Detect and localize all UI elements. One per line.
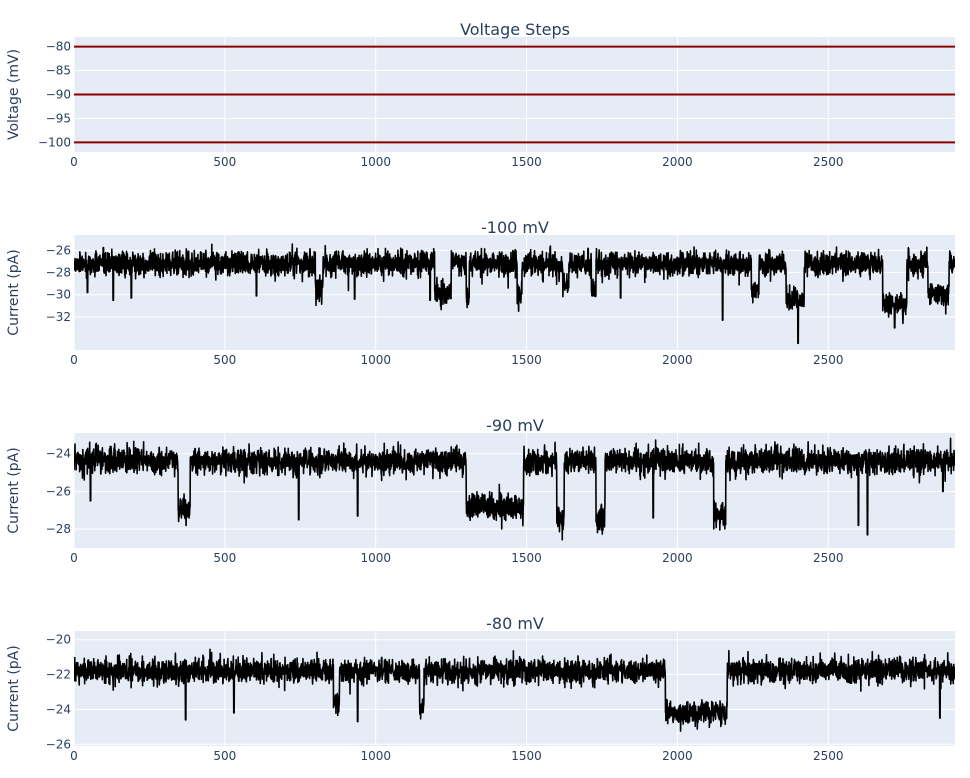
- x-tick-label: 2500: [813, 155, 844, 169]
- y-tick-label: −80: [46, 40, 71, 54]
- y-tick-label: −22: [46, 668, 71, 682]
- x-tick-label: 2000: [662, 155, 693, 169]
- x-tick-label: 1000: [360, 749, 391, 763]
- y-tick-label: −24: [46, 702, 71, 716]
- y-tick-label: −32: [46, 310, 71, 324]
- subplot-title: Voltage Steps: [460, 20, 570, 39]
- subplot-title: -100 mV: [481, 218, 549, 237]
- y-tick-label: −85: [46, 64, 71, 78]
- y-tick-label: −90: [46, 88, 71, 102]
- subplot-title: -80 mV: [486, 614, 544, 633]
- x-tick-label: 1000: [360, 353, 391, 367]
- y-tick-label: −20: [46, 633, 71, 647]
- y-tick-label: −28: [46, 266, 71, 280]
- x-tick-label: 0: [70, 155, 78, 169]
- x-tick-label: 500: [213, 353, 236, 367]
- x-tick-label: 1500: [511, 353, 542, 367]
- subplot-3: 0 500 1000 1500 2000 2500 −24 −26 −28 Current (pA…: [6, 416, 955, 565]
- y-tick-label: −26: [46, 243, 71, 257]
- y-axis-title: Current (pA): [6, 645, 22, 731]
- y-tick-label: −26: [46, 484, 71, 498]
- x-tick-label: 2000: [662, 749, 693, 763]
- y-tick-label: −28: [46, 522, 71, 536]
- y-tick-label: −24: [46, 447, 71, 461]
- y-axis-title: Voltage (mV): [6, 49, 22, 140]
- x-tick-label: 1500: [511, 551, 542, 565]
- x-tick-label: 1500: [511, 155, 542, 169]
- y-tick-label: −100: [38, 135, 71, 149]
- x-tick-label: 0: [70, 749, 78, 763]
- x-tick-label: 2000: [662, 353, 693, 367]
- y-axis-title: Current (pA): [6, 447, 22, 533]
- y-tick-label: −30: [46, 288, 71, 302]
- x-tick-label: 1000: [360, 155, 391, 169]
- subplot-1: 0 500 1000 1500 2000 2500 −80 −85 −90 −95 −100 Volt…: [6, 20, 955, 169]
- x-tick-label: 0: [70, 353, 78, 367]
- x-tick-label: 1500: [511, 749, 542, 763]
- x-tick-label: 1000: [360, 551, 391, 565]
- x-tick-label: 0: [70, 551, 78, 565]
- x-tick-label: 2500: [813, 749, 844, 763]
- x-tick-label: 2500: [813, 551, 844, 565]
- current-trace: [74, 243, 955, 345]
- x-tick-label: 2500: [813, 353, 844, 367]
- current-trace: [74, 437, 955, 541]
- y-tick-label: −95: [46, 111, 71, 125]
- y-tick-label: −26: [46, 737, 71, 751]
- current-trace: [74, 648, 955, 732]
- subplot-4: 0 500 1000 1500 2000 2500 −20 −22 −24 −26 Current …: [6, 614, 955, 763]
- x-tick-label: 500: [213, 749, 236, 763]
- y-axis-title: Current (pA): [6, 249, 22, 335]
- x-tick-label: 500: [213, 551, 236, 565]
- subplot-2: 0 500 1000 1500 2000 2500 −26 −28 −30 −32 Current …: [6, 218, 955, 367]
- subplot-title: -90 mV: [486, 416, 544, 435]
- plot-area: [74, 631, 955, 746]
- x-tick-label: 2000: [662, 551, 693, 565]
- x-tick-label: 500: [213, 155, 236, 169]
